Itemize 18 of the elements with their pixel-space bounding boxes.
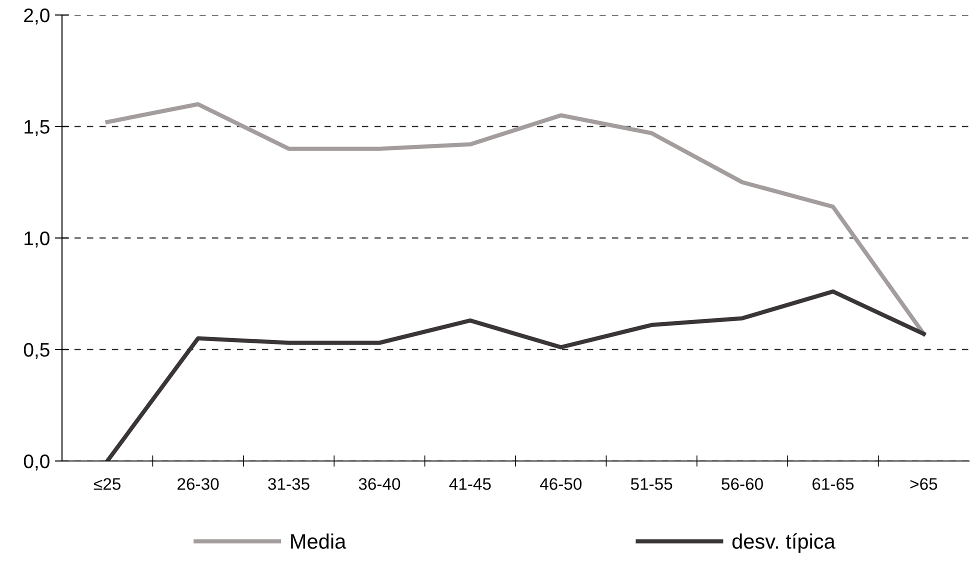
y-tick-label: 2,0 [24, 8, 50, 25]
x-tick-label: 26-30 [178, 478, 219, 490]
legend-label: desv. típica [732, 533, 836, 553]
y-tick-label: 1,5 [24, 120, 50, 136]
x-tick-label: 56-60 [722, 478, 763, 490]
x-tick-label: 36-40 [358, 478, 400, 490]
y-tick-label: 1,0 [24, 231, 50, 248]
x-tick-label: ≤25 [94, 478, 120, 490]
y-tick-label: 0,5 [24, 342, 50, 360]
x-tick-label: 31-35 [268, 478, 310, 490]
y-tick-label: 0,0 [24, 454, 50, 471]
x-tick-label: 41-45 [449, 478, 491, 490]
x-tick-label: >65 [910, 478, 938, 490]
x-tick-label: 51-55 [630, 478, 672, 490]
line-series [105, 102, 926, 336]
legend-label: Media [291, 534, 346, 549]
x-tick-label: 46-50 [540, 478, 582, 490]
x-tick-label: 61-65 [812, 478, 854, 490]
